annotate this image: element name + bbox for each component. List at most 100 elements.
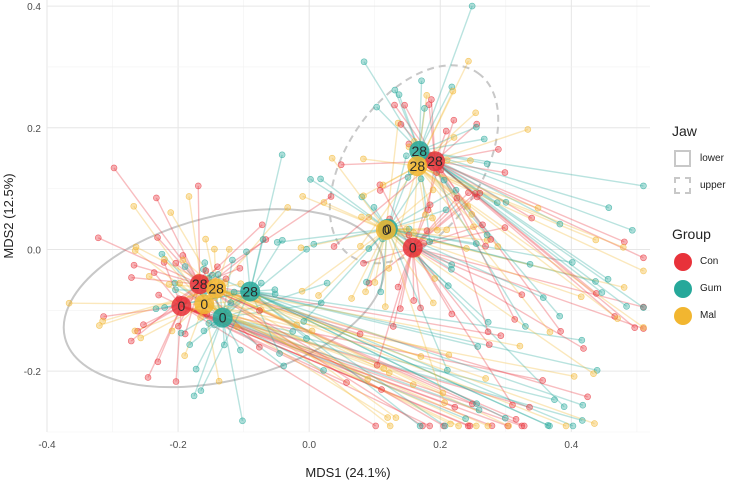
- sample-point: [273, 238, 281, 246]
- sample-segment: [323, 201, 387, 231]
- sample-segment: [419, 138, 485, 152]
- sample-segment: [388, 165, 418, 269]
- sample-point: [580, 345, 587, 352]
- sample-point: [96, 322, 103, 329]
- x-tick-label: 0.4: [564, 440, 578, 451]
- sample-segment: [222, 302, 322, 319]
- gum-lower-centroid-0: [212, 307, 233, 328]
- sample-point: [401, 101, 408, 109]
- sample-point: [403, 152, 410, 160]
- sample-segment: [199, 283, 445, 427]
- sample-segment: [249, 290, 584, 406]
- sample-point: [365, 245, 373, 252]
- sample-segment: [387, 155, 408, 229]
- sample-point: [257, 306, 265, 314]
- sample-segment: [412, 247, 584, 350]
- sample-segment: [203, 303, 389, 419]
- sample-segment: [222, 282, 328, 319]
- sample-segment: [419, 126, 477, 152]
- sample-segment: [310, 178, 389, 230]
- sample-segment: [313, 228, 388, 245]
- sample-point: [501, 169, 509, 176]
- sample-segment: [249, 290, 421, 427]
- sample-point: [197, 387, 205, 394]
- sample-point: [593, 367, 601, 374]
- sample-segment: [157, 305, 183, 363]
- sample-segment: [181, 305, 347, 384]
- sample-segment: [412, 246, 523, 296]
- sample-point: [237, 280, 245, 288]
- sample-point: [154, 234, 161, 241]
- sample-segment: [204, 303, 390, 374]
- sample-segment: [102, 287, 217, 322]
- sample-segment: [412, 247, 422, 309]
- sample-point: [494, 243, 502, 250]
- sample-segment: [434, 161, 489, 333]
- sample-point: [482, 375, 489, 382]
- sample-point: [640, 324, 647, 331]
- sample-segment: [416, 165, 473, 215]
- sample-segment: [203, 303, 451, 425]
- sample-point: [584, 393, 591, 401]
- sample-point: [394, 283, 402, 291]
- sample-point: [473, 193, 481, 201]
- jaw-legend-title: Jaw: [672, 123, 697, 139]
- sample-point: [298, 287, 306, 295]
- sample-point: [448, 310, 456, 318]
- sample-point: [389, 323, 397, 330]
- sample-segment: [249, 239, 283, 292]
- sample-point: [623, 303, 630, 310]
- sample-point: [128, 274, 135, 281]
- sample-point: [484, 422, 492, 430]
- sample-point: [323, 279, 331, 287]
- sample-segment: [418, 5, 473, 152]
- centroid-label: 28: [427, 153, 443, 169]
- sample-segment: [199, 283, 361, 335]
- sample-point: [310, 240, 318, 248]
- sample-point: [172, 286, 179, 294]
- sample-segment: [418, 150, 526, 327]
- sample-segment: [204, 303, 477, 427]
- sample-point: [227, 299, 235, 306]
- sample-segment: [430, 99, 436, 162]
- dashed-line-key: [672, 175, 694, 197]
- sample-segment: [384, 229, 387, 307]
- sample-point: [620, 284, 628, 291]
- sample-segment: [215, 287, 486, 380]
- sample-point: [356, 330, 364, 338]
- sample-segment: [250, 290, 478, 348]
- sample-segment: [419, 150, 609, 209]
- sample-segment: [417, 165, 624, 248]
- centroid-label: 0: [382, 222, 390, 238]
- sample-segment: [215, 287, 509, 427]
- group-legend-title: Group: [672, 226, 711, 242]
- sample-point: [546, 328, 554, 336]
- ellipses: [62, 64, 500, 389]
- sample-point: [426, 238, 433, 245]
- sample-point: [512, 415, 520, 423]
- y-axis-label: MDS2 (12.5%): [1, 173, 16, 258]
- sample-point: [330, 243, 338, 250]
- sample-segment: [412, 197, 458, 249]
- sample-point: [472, 109, 479, 117]
- group-legend-item-gum: Gum: [672, 275, 722, 302]
- sample-segment: [364, 229, 387, 293]
- sample-segment: [204, 303, 459, 427]
- sample-segment: [417, 165, 597, 241]
- sample-point: [307, 176, 314, 183]
- sample-point: [590, 370, 597, 377]
- sample-point: [470, 223, 477, 231]
- sample-point: [560, 403, 568, 411]
- gum-dot-key: [672, 278, 694, 300]
- sample-point: [516, 342, 524, 350]
- sample-segment: [412, 246, 644, 308]
- sample-point: [243, 248, 250, 256]
- sample-point: [474, 343, 482, 350]
- sample-segment: [412, 247, 490, 346]
- sample-segment: [250, 290, 598, 372]
- sample-segment: [249, 290, 506, 419]
- sample-segment: [277, 228, 388, 243]
- sample-point: [557, 328, 564, 335]
- sample-segment: [387, 228, 448, 371]
- sample-point: [172, 259, 180, 267]
